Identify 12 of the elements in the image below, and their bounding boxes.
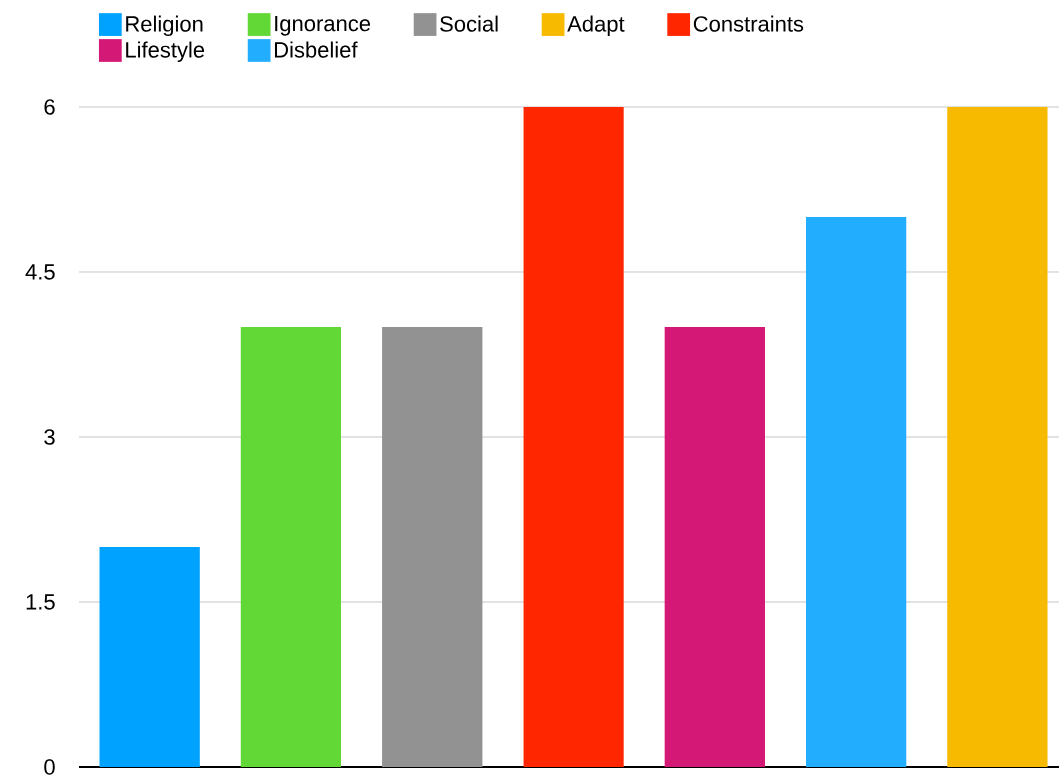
legend-label: Disbelief [274, 41, 358, 58]
legend-label: Ignorance [275, 15, 371, 36]
legend-label: Lifestyle [126, 41, 205, 63]
legend-label: Constraints [693, 15, 804, 32]
legend-label: Adapt [567, 15, 625, 37]
y-tick-label: 1.5 [26, 594, 55, 610]
y-tick-label: 0 [44, 759, 55, 775]
legend-label: Social [440, 15, 498, 32]
y-tick-label: 4.5 [25, 264, 55, 280]
legend-label: Religion [126, 15, 203, 37]
y-tick-label: 3 [44, 429, 55, 445]
y-tick-label: 6 [44, 99, 55, 115]
